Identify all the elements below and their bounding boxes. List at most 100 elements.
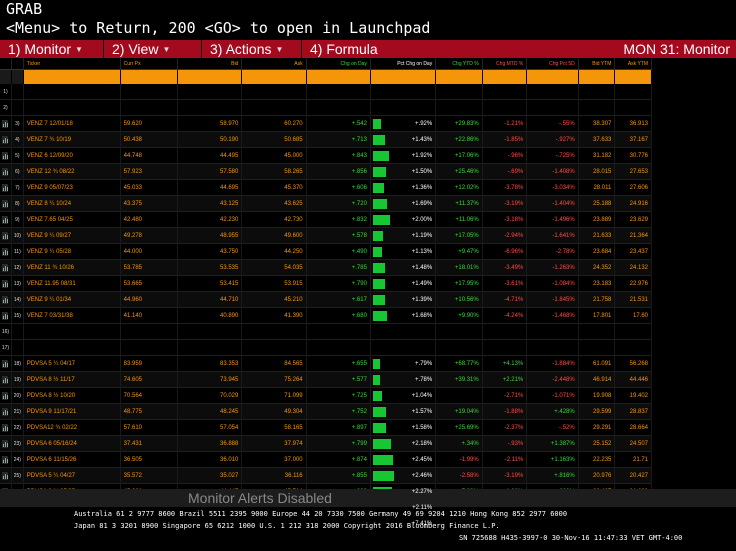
table-row[interactable]: 15) VENZ 7 03/31/38 41.140 40.890 41.390 +.68…	[0, 307, 653, 324]
table-row[interactable]: 25) PDVSA 5 ¼ 04/27 35.572 35.027 36.116 +.85…	[0, 467, 653, 484]
table-row[interactable]: 21) PDVSA 9 11/17/21 48.775 48.245 49.304 +.7…	[0, 403, 653, 420]
filter-cell[interactable]	[11, 70, 24, 84]
table-row[interactable]: 4) VENZ 7 ¾ 10/19 50.438 50.190 50.685 +.713 +…	[0, 131, 653, 148]
chart-icon[interactable]	[0, 403, 12, 420]
empty-cell	[483, 83, 528, 100]
right-panel	[652, 58, 736, 489]
column-header[interactable]: Pct Chg on Day	[371, 58, 437, 69]
filter-cell[interactable]	[242, 70, 307, 84]
chart-icon[interactable]	[0, 467, 12, 484]
cell-bidy: 29.599	[579, 403, 616, 420]
table-row[interactable]: 22) PDVSA12 ¾ 02/22 57.610 57.054 58.165 +.89…	[0, 419, 653, 436]
asky-value: 21.71	[633, 456, 649, 463]
cur-value: 59.620	[123, 120, 143, 127]
menu-actions[interactable]: 3) Actions ▼	[201, 40, 301, 58]
chart-icon[interactable]	[0, 307, 12, 324]
filter-cell[interactable]	[482, 70, 528, 84]
filter-cell[interactable]	[23, 70, 121, 84]
cell-bid: 83.353	[178, 355, 243, 372]
pct-bar	[372, 294, 385, 305]
act-value: -1.071%	[552, 392, 575, 399]
filter-cell[interactable]	[527, 70, 579, 84]
chart-icon[interactable]	[0, 179, 12, 196]
cell-bid: 70.029	[178, 387, 243, 404]
column-header[interactable]: Chg on Day	[307, 58, 371, 69]
table-row[interactable]: 12) VENZ 11 ¾ 10/26 53.785 53.535 54.035 +.78…	[0, 259, 653, 276]
table-row[interactable]: 19) PDVSA 8 ½ 11/17 74.605 73.945 75.264 +.57…	[0, 371, 653, 388]
blank-row[interactable]: 1)	[0, 83, 653, 100]
table-row[interactable]: 8) VENZ 8 ¼ 10/24 43.375 43.125 43.625 +.720 +…	[0, 195, 653, 212]
chart-icon[interactable]	[0, 291, 12, 308]
column-header[interactable]: Bid YTM	[579, 58, 616, 69]
chart-icon[interactable]	[0, 371, 12, 388]
filter-row[interactable]	[0, 70, 652, 84]
filter-cell[interactable]	[436, 70, 483, 84]
cell-act: -2.448%	[527, 371, 579, 388]
chart-icon[interactable]	[0, 131, 12, 148]
ask-value: 58.265	[284, 168, 303, 175]
filter-cell[interactable]	[578, 70, 616, 84]
chart-icon[interactable]	[0, 387, 12, 404]
menu-formula[interactable]: 4) Formula	[301, 40, 401, 58]
table-row[interactable]: 6) VENZ 12 ¾ 08/22 57.923 57.580 58.265 +.856…	[0, 163, 653, 180]
table-row[interactable]: 18) PDVSA 5 ¼ 04/17 83.959 83.353 84.565 +.65…	[0, 355, 653, 372]
table-row[interactable]: 9) VENZ 7.65 04/25 42.480 42.230 42.730 +.832…	[0, 211, 653, 228]
column-header[interactable]: Chg YTD %	[436, 58, 483, 69]
chart-icon[interactable]	[0, 227, 12, 244]
chart-icon[interactable]	[0, 115, 12, 132]
blank-row[interactable]: 2)	[0, 99, 653, 116]
chart-icon[interactable]	[0, 419, 12, 436]
empty-cell	[24, 323, 121, 340]
table-row[interactable]: 23) PDVSA 6 05/16/24 37.431 36.888 37.974 +.7…	[0, 435, 653, 452]
table-row[interactable]: 24) PDVSA 6 11/15/26 36.505 36.010 37.000 +.8…	[0, 451, 653, 468]
ask-value: 41.390	[284, 312, 303, 319]
ytd-value: +.34%	[461, 440, 479, 447]
cell-ytd: +.34%	[436, 435, 483, 452]
bidy-value: 25.152	[593, 440, 612, 447]
asky-value: 20.427	[629, 472, 649, 479]
column-header[interactable]: Ask YTM	[615, 58, 653, 69]
chart-icon[interactable]	[0, 211, 12, 228]
column-header[interactable]: Ask	[242, 58, 307, 69]
column-header[interactable]: Curr Px	[121, 58, 179, 69]
table-row[interactable]: 14) VENZ 9 ¼ 01/34 44.960 44.710 45.210 +.617…	[0, 291, 653, 308]
menu-view[interactable]: 2) View ▼	[103, 40, 201, 58]
chart-icon[interactable]	[0, 243, 12, 260]
table-row[interactable]: 13) VENZ 11.95 08/31 53.665 53.415 53.915 +.7…	[0, 275, 653, 292]
filter-cell[interactable]	[178, 70, 243, 84]
column-header[interactable]: Chg MTD %	[483, 58, 528, 69]
chart-icon[interactable]	[0, 451, 12, 468]
column-header[interactable]	[12, 58, 24, 69]
table-row[interactable]: 11) VENZ 9 ¼ 05/28 44.000 43.750 44.250 +.490…	[0, 243, 653, 260]
chart-icon[interactable]	[0, 275, 12, 292]
table-row[interactable]: 3) VENZ 7 12/01/18 59.620 58.970 60.270 +.542…	[0, 115, 653, 132]
column-header[interactable]: Bid	[178, 58, 243, 69]
empty-cell	[527, 83, 579, 100]
table-row[interactable]: 10) VENZ 9 ¼ 09/27 49.278 48.955 49.600 +.578…	[0, 227, 653, 244]
chart-icon[interactable]	[0, 435, 12, 452]
empty-cell	[121, 83, 179, 100]
filter-cell[interactable]	[0, 70, 12, 84]
filter-cell[interactable]	[306, 70, 372, 84]
blank-row[interactable]: 17)	[0, 339, 653, 356]
filter-cell[interactable]	[120, 70, 179, 84]
blank-row[interactable]: 16)	[0, 323, 653, 340]
column-header[interactable]	[0, 58, 12, 69]
mtd-value: +4.13%	[502, 360, 524, 367]
ask-value: 37.974	[284, 440, 303, 447]
chart-icon[interactable]	[0, 259, 12, 276]
column-header[interactable]: Chg Pct 5D	[527, 58, 579, 69]
table-row[interactable]: 5) VENZ 6 12/09/20 44.748 44.495 45.000 +.843…	[0, 147, 653, 164]
table-row[interactable]: 7) VENZ 9 05/07/23 45.033 44.695 45.370 +.606…	[0, 179, 653, 196]
chart-icon[interactable]	[0, 195, 12, 212]
filter-cell[interactable]	[615, 70, 652, 84]
cell-ytd: +17.06%	[436, 147, 483, 164]
menu-monitor[interactable]: 1) Monitor ▼	[0, 40, 103, 58]
chart-icon[interactable]	[0, 147, 12, 164]
filter-cell[interactable]	[371, 70, 437, 84]
column-header[interactable]: Ticker	[24, 58, 121, 69]
cell-asky: 44.446	[615, 371, 653, 388]
table-row[interactable]: 20) PDVSA 8 ½ 10/20 70.564 70.029 71.099 +.72…	[0, 387, 653, 404]
chart-icon[interactable]	[0, 163, 12, 180]
chart-icon[interactable]	[0, 355, 12, 372]
